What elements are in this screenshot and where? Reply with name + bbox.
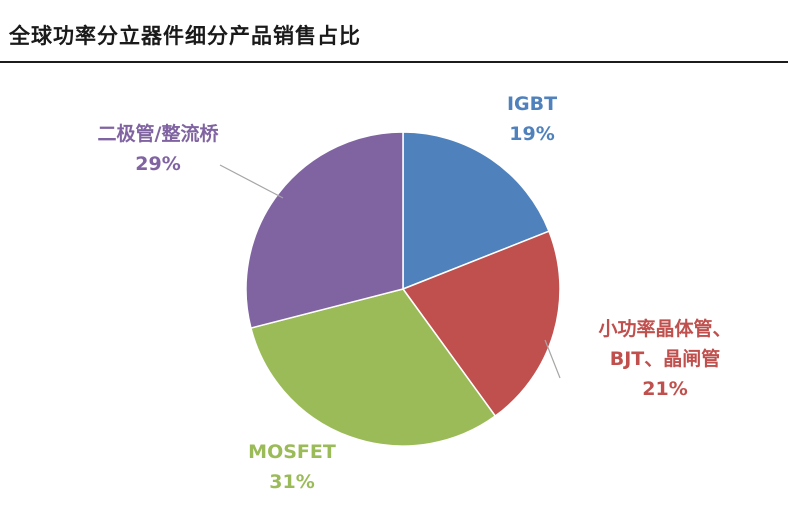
slice-name-diode-rectifier: 二极管/整流桥 [98, 122, 220, 145]
slice-percent-diode-rectifier: 29% [135, 153, 180, 175]
leader-line-small-transistor-bjt-thyristor [544, 339, 561, 379]
slice-name-small-transistor-bjt-thyristor: 小功率晶体管、 [598, 317, 731, 340]
pie-slice-mosfet [250, 288, 497, 447]
leader-line-diode-rectifier [219, 164, 284, 199]
slice-name-small-transistor-bjt-thyristor: BJT、晶闸管 [610, 347, 721, 370]
title-divider [0, 61, 788, 63]
pie-slice-diode-rectifier [245, 131, 404, 329]
slice-label-mosfet: MOSFET 31% [248, 441, 336, 493]
page-title: 全球功率分立器件细分产品销售占比 [9, 24, 361, 48]
slice-label-small-transistor-bjt-thyristor: 小功率晶体管、 BJT、晶闸管 21% [598, 317, 731, 400]
slice-percent-small-transistor-bjt-thyristor: 21% [642, 378, 687, 400]
pie-slice-igbt [402, 131, 550, 291]
slice-name-igbt: IGBT [507, 93, 557, 115]
pie-slice-small-transistor-bjt-thyristor [401, 230, 561, 418]
slice-label-diode-rectifier: 二极管/整流桥 29% [98, 122, 220, 175]
slice-percent-igbt: 19% [509, 123, 554, 145]
slice-label-igbt: IGBT 19% [507, 93, 557, 145]
slice-name-mosfet: MOSFET [248, 441, 336, 463]
slice-percent-mosfet: 31% [269, 471, 314, 493]
